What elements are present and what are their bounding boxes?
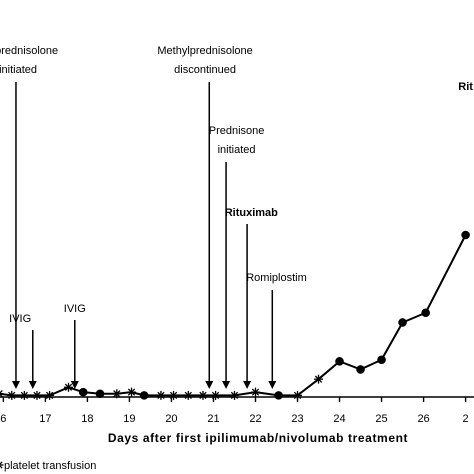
data-point-1 <box>7 390 17 400</box>
annotation-2-line-0: Prednisone <box>209 125 265 137</box>
x-axis-label: Days after first ipilimumab/nivolumab tr… <box>108 431 408 445</box>
annotation-2-line-1: initiated <box>218 144 256 156</box>
annotation-1-arrow-head <box>205 381 214 389</box>
legend-marker <box>0 461 4 469</box>
annotation-0-arrow-head <box>11 381 20 389</box>
legend: platelet transfusion <box>0 460 96 472</box>
data-point-17 <box>250 387 260 397</box>
x-tick-label-25: 25 <box>375 413 387 425</box>
data-point-9 <box>127 387 137 397</box>
data-point-6 <box>78 387 88 397</box>
data-point-25 <box>421 308 430 318</box>
annotation-2-arrow-head <box>222 381 231 389</box>
data-point-11 <box>156 390 166 400</box>
annotation-7-line-0: Rit <box>458 81 473 93</box>
annotation-4-arrow-head <box>268 381 277 389</box>
annotation-5-arrow-head <box>28 381 37 389</box>
annotation-2: Prednisone initiated <box>209 125 265 389</box>
annotation-7: Rit <box>458 81 473 93</box>
annotation-5: IVIG <box>9 313 37 389</box>
annotation-4-line-0: Romiplostim <box>246 272 307 284</box>
annotation-3-line-0: Rituximab <box>225 207 278 219</box>
data-point-16 <box>229 390 239 400</box>
x-tick-label-24: 24 <box>333 413 345 425</box>
data-point-4 <box>45 390 55 400</box>
annotation-5-line-0: IVIG <box>9 313 31 325</box>
data-point-0 <box>0 390 4 398</box>
data-point-24 <box>398 318 407 327</box>
legend-label: platelet transfusion <box>4 460 96 472</box>
data-point-20 <box>314 374 324 384</box>
annotation-4: Romiplostim <box>246 272 307 389</box>
data-point-14 <box>198 390 208 400</box>
data-point-10 <box>139 391 149 400</box>
x-tick-label-26: 26 <box>417 413 429 425</box>
annotation-1: Methylprednisolone discontinued <box>157 45 253 389</box>
data-point-5 <box>63 382 73 392</box>
annotation-0-line-0: thylprednisolone <box>0 45 58 57</box>
data-point-13 <box>183 390 193 400</box>
x-tick-label-17: 17 <box>39 413 51 425</box>
data-point-22 <box>356 365 365 374</box>
annotation-0-line-1: initiated <box>0 64 37 76</box>
data-point-7 <box>95 389 105 399</box>
x-tick-label-27: 2 <box>463 413 469 425</box>
annotations: thylprednisoloneinitiatedMethylprednisol… <box>0 45 473 389</box>
data-point-26 <box>461 230 470 240</box>
annotation-3-arrow-head <box>243 381 252 389</box>
data-point-15 <box>211 390 221 400</box>
x-tick-label-19: 19 <box>123 413 135 425</box>
x-tick-label-22: 22 <box>249 413 261 425</box>
series-line <box>0 234 467 397</box>
annotation-1-line-1: discontinued <box>174 64 236 76</box>
annotation-6-arrow-head <box>70 381 79 389</box>
data-point-23 <box>377 355 386 365</box>
annotation-3: Rituximab <box>225 207 278 389</box>
data-point-2 <box>19 390 29 400</box>
annotation-6: IVIG <box>64 303 86 389</box>
data-point-3 <box>32 390 42 400</box>
x-tick-label-21: 21 <box>207 413 219 425</box>
annotation-1-line-0: Methylprednisolone <box>157 45 252 57</box>
data-point-8 <box>112 389 122 399</box>
data-point-18 <box>274 391 283 400</box>
x-tick-label-20: 20 <box>165 413 177 425</box>
x-tick-label-16: 6 <box>0 413 6 425</box>
x-axis: 6 17 18 19 20 21 22 23 24 25 26 2 <box>0 396 474 425</box>
series-platelets <box>0 230 470 400</box>
data-point-19 <box>293 390 303 400</box>
data-point-21 <box>335 357 344 366</box>
annotation-6-line-0: IVIG <box>64 303 86 315</box>
data-point-12 <box>169 390 179 400</box>
x-tick-label-23: 23 <box>291 413 303 425</box>
annotation-0: thylprednisolone initiated <box>0 45 58 389</box>
x-tick-label-18: 18 <box>81 413 93 425</box>
